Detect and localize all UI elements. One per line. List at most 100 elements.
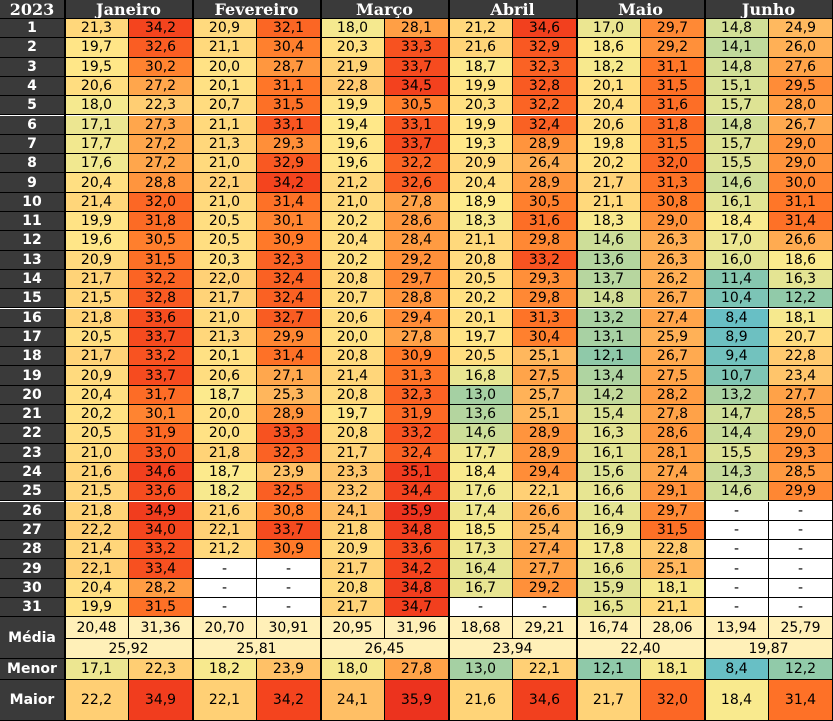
menor-cell: 27,8: [385, 659, 449, 681]
temp-cell: 28,6: [385, 212, 449, 232]
temp-cell: 31,5: [641, 520, 705, 541]
temp-cell: 20,8: [321, 385, 385, 405]
temp-cell: 28,8: [385, 289, 449, 309]
temp-cell: 27,8: [641, 405, 705, 425]
temp-cell: 14,2: [577, 385, 641, 405]
maior-label: Maior: [0, 680, 65, 721]
temp-cell: 32,8: [129, 289, 193, 309]
temp-cell: -: [769, 559, 833, 579]
temp-cell: 26,6: [513, 501, 577, 521]
temp-cell: 18,4: [705, 212, 769, 232]
temp-cell: 32,2: [513, 96, 577, 116]
temp-cell: 32,2: [129, 269, 193, 290]
day-label: 10: [0, 192, 65, 212]
temp-cell: 31,3: [513, 308, 577, 328]
temp-cell: 19,7: [65, 38, 129, 58]
temp-cell: 14,8: [705, 19, 769, 39]
day-label: 15: [0, 289, 65, 309]
media-label: Média: [0, 617, 65, 660]
day-label: 25: [0, 482, 65, 502]
temp-cell: 20,4: [321, 231, 385, 251]
temp-cell: -: [769, 578, 833, 598]
temp-cell: 27,5: [641, 366, 705, 386]
temp-cell: 19,5: [65, 57, 129, 77]
temp-cell: 16,8: [449, 366, 513, 386]
temp-cell: 28,9: [513, 173, 577, 193]
temp-cell: 21,9: [321, 57, 385, 77]
temp-cell: 25,3: [257, 385, 321, 405]
maior-cell: 34,9: [129, 680, 193, 721]
media-cell: 13,94: [705, 617, 769, 640]
temp-cell: 33,7: [385, 134, 449, 155]
day-label: 6: [0, 115, 65, 135]
temp-cell: 21,6: [65, 462, 129, 483]
temp-cell: 22,3: [129, 96, 193, 116]
day-label: 9: [0, 173, 65, 193]
temp-cell: 14,8: [705, 57, 769, 77]
temp-cell: 29,3: [769, 443, 833, 463]
temp-cell: 15,5: [705, 443, 769, 463]
day-label: 16: [0, 308, 65, 328]
menor-cell: 13,0: [449, 659, 513, 681]
temp-cell: 26,2: [641, 269, 705, 290]
temp-cell: 8,9: [705, 327, 769, 348]
temp-cell: 30,4: [257, 38, 321, 58]
temp-cell: 15,9: [577, 578, 641, 598]
temp-cell: 31,1: [769, 192, 833, 212]
temp-cell: 27,3: [129, 115, 193, 135]
day-label: 7: [0, 134, 65, 155]
temp-cell: -: [769, 598, 833, 618]
temp-cell: 32,8: [513, 76, 577, 97]
menor-cell: 8,4: [705, 659, 769, 681]
month-separator: [448, 0, 450, 721]
media-cell: 25,79: [769, 617, 833, 640]
temp-cell: 20,5: [65, 424, 129, 444]
temp-cell: 29,0: [769, 424, 833, 444]
temp-cell: 31,9: [129, 424, 193, 444]
temp-cell: 21,7: [65, 269, 129, 290]
temp-cell: 34,0: [129, 520, 193, 541]
maior-cell: 31,4: [769, 680, 833, 721]
temp-cell: 30,8: [641, 192, 705, 212]
temp-cell: 29,9: [257, 327, 321, 348]
temp-cell: 15,6: [577, 462, 641, 483]
temp-cell: 19,7: [321, 405, 385, 425]
temp-cell: 29,8: [513, 231, 577, 251]
temp-cell: 23,9: [257, 462, 321, 483]
temp-cell: 20,8: [321, 269, 385, 290]
temp-cell: 28,6: [641, 424, 705, 444]
temp-cell: 29,9: [769, 482, 833, 502]
temp-cell: 17,8: [577, 540, 641, 560]
temp-cell: 33,4: [129, 559, 193, 579]
temp-cell: 28,1: [385, 19, 449, 39]
temp-cell: 19,9: [65, 598, 129, 618]
media-cell: 20,48: [65, 617, 129, 640]
temp-cell: 20,1: [577, 76, 641, 97]
temp-cell: 27,7: [769, 385, 833, 405]
temp-cell: 30,9: [385, 347, 449, 367]
temp-cell: 31,8: [129, 212, 193, 232]
temp-cell: 14,6: [705, 482, 769, 502]
temp-cell: 20,5: [449, 269, 513, 290]
temp-cell: 30,8: [257, 501, 321, 521]
temp-cell: 18,7: [193, 385, 257, 405]
temp-cell: 32,4: [257, 269, 321, 290]
temp-cell: 25,4: [513, 520, 577, 541]
maior-cell: 32,0: [641, 680, 705, 721]
temp-cell: 31,5: [129, 250, 193, 270]
temp-cell: 29,0: [769, 134, 833, 155]
temp-cell: 20,2: [65, 405, 129, 425]
temp-cell: 33,2: [513, 250, 577, 270]
temp-cell: 21,7: [321, 598, 385, 618]
media-cell: 31,36: [129, 617, 193, 640]
temp-cell: 20,4: [65, 578, 129, 598]
temp-cell: 20,5: [449, 347, 513, 367]
day-label: 29: [0, 559, 65, 579]
temp-cell: 14,3: [705, 462, 769, 483]
temp-cell: 29,1: [641, 482, 705, 502]
temp-cell: 18,5: [449, 520, 513, 541]
maior-cell: 22,1: [193, 680, 257, 721]
temp-cell: 20,6: [193, 366, 257, 386]
maior-cell: 24,1: [321, 680, 385, 721]
